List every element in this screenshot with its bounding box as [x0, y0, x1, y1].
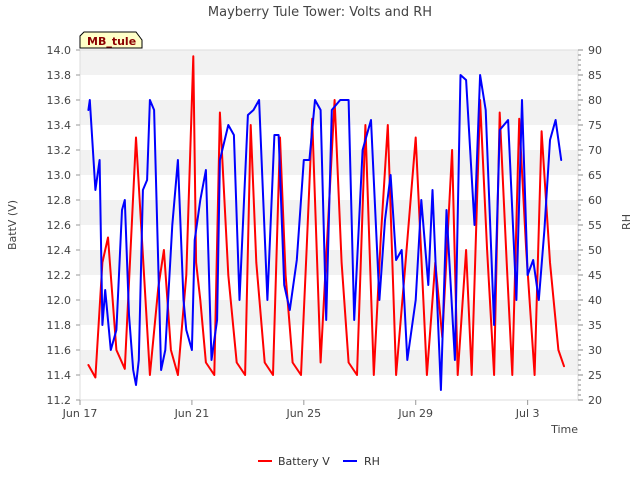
series-layer: [87, 55, 565, 391]
y-left-tick-label: 13.8: [47, 69, 72, 82]
y-right-tick-label: 35: [588, 319, 602, 332]
legend-item-battery[interactable]: Battery V: [258, 455, 330, 468]
y-axis-right-label: RH: [620, 214, 633, 230]
x-axis: Jun 17 Jun 21 Jun 25 Jun 29 Jul 3: [62, 400, 540, 420]
y-right-tick-label: 25: [588, 369, 602, 382]
y-left-tick-label: 11.8: [47, 319, 72, 332]
y-right-tick-label: 85: [588, 69, 602, 82]
series-line-battery-v: [87, 55, 565, 379]
chart-title: Mayberry Tule Tower: Volts and RH: [208, 5, 432, 20]
grid-band: [80, 150, 578, 175]
x-tick-label: Jun 17: [62, 407, 98, 420]
y-left-tick-label: 11.4: [47, 369, 72, 382]
x-tick-label: Jun 29: [397, 407, 433, 420]
grid-band: [80, 250, 578, 275]
y-axis-left-label: BattV (V): [6, 200, 19, 250]
y-right-tick-label: 50: [588, 244, 602, 257]
y-left-tick-label: 13.4: [47, 119, 72, 132]
grid-band: [80, 100, 578, 125]
legend: Battery V RH: [258, 455, 380, 468]
y-right-tick-label: 70: [588, 144, 602, 157]
y-axis-right: 20 25 30 35 40 45 50 55 60 65 70 75 80 85 90: [578, 44, 602, 407]
legend-label-rh: RH: [364, 455, 380, 468]
x-tick-label: Jun 21: [174, 407, 210, 420]
y-left-tick-label: 12.8: [47, 194, 72, 207]
y-right-tick-label: 45: [588, 269, 602, 282]
y-left-tick-label: 11.6: [47, 344, 72, 357]
legend-label-battery: Battery V: [278, 455, 330, 468]
x-axis-label: Time: [550, 423, 578, 436]
y-right-tick-label: 30: [588, 344, 602, 357]
y-right-tick-label: 90: [588, 44, 602, 57]
y-left-tick-label: 13.6: [47, 94, 72, 107]
station-badge: MB_tule: [79, 31, 143, 49]
y-left-tick-label: 11.2: [47, 394, 72, 407]
y-right-tick-label: 80: [588, 94, 602, 107]
y-right-tick-label: 75: [588, 119, 602, 132]
y-right-tick-label: 20: [588, 394, 602, 407]
y-right-tick-label: 65: [588, 169, 602, 182]
y-left-tick-label: 12.4: [47, 244, 72, 257]
grid-band: [80, 350, 578, 375]
y-right-tick-label: 55: [588, 219, 602, 232]
y-axis-left: 11.2 11.4 11.6 11.8 12.0 12.2 12.4 12.6 12.8 13.0…: [47, 44, 80, 407]
legend-item-rh[interactable]: RH: [343, 455, 380, 468]
y-left-tick-label: 12.6: [47, 219, 72, 232]
grid-band: [80, 50, 578, 75]
y-left-tick-label: 13.2: [47, 144, 72, 157]
y-right-tick-label: 40: [588, 294, 602, 307]
y-right-tick-label: 60: [588, 194, 602, 207]
y-left-tick-label: 14.0: [47, 44, 72, 57]
x-tick-label: Jul 3: [515, 407, 540, 420]
y-left-tick-label: 13.0: [47, 169, 72, 182]
y-left-tick-label: 12.2: [47, 269, 72, 282]
x-tick-label: Jun 25: [285, 407, 321, 420]
station-badge-label: MB_tule: [87, 35, 136, 48]
series-line-rh: [87, 74, 563, 391]
y-left-tick-label: 12.0: [47, 294, 72, 307]
